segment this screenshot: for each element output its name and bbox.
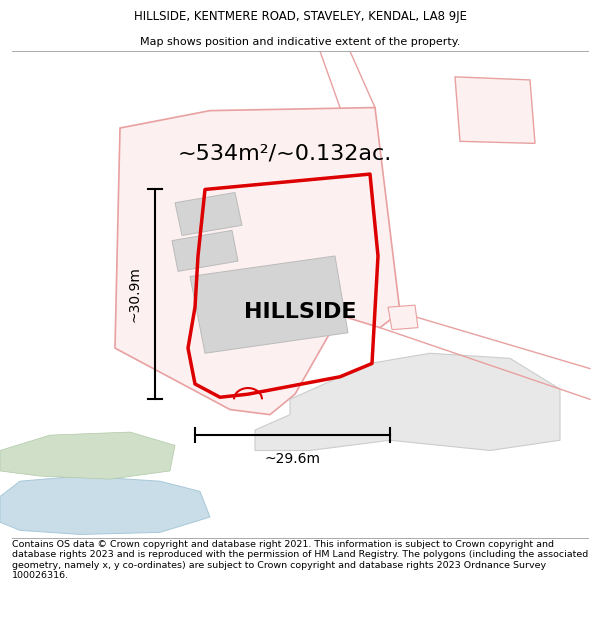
Polygon shape: [115, 107, 400, 414]
Polygon shape: [0, 432, 175, 479]
Polygon shape: [0, 476, 210, 534]
Text: HILLSIDE, KENTMERE ROAD, STAVELEY, KENDAL, LA8 9JE: HILLSIDE, KENTMERE ROAD, STAVELEY, KENDA…: [133, 10, 467, 23]
Text: ~30.9m: ~30.9m: [127, 266, 141, 322]
Text: Map shows position and indicative extent of the property.: Map shows position and indicative extent…: [140, 37, 460, 47]
Polygon shape: [255, 353, 560, 451]
Text: HILLSIDE: HILLSIDE: [244, 302, 356, 322]
Polygon shape: [455, 77, 535, 143]
Polygon shape: [172, 231, 238, 271]
Polygon shape: [190, 256, 348, 353]
Polygon shape: [175, 192, 242, 236]
Text: ~534m²/~0.132ac.: ~534m²/~0.132ac.: [178, 144, 392, 164]
Text: ~29.6m: ~29.6m: [265, 451, 320, 466]
Polygon shape: [388, 305, 418, 330]
Text: Contains OS data © Crown copyright and database right 2021. This information is : Contains OS data © Crown copyright and d…: [12, 540, 588, 580]
